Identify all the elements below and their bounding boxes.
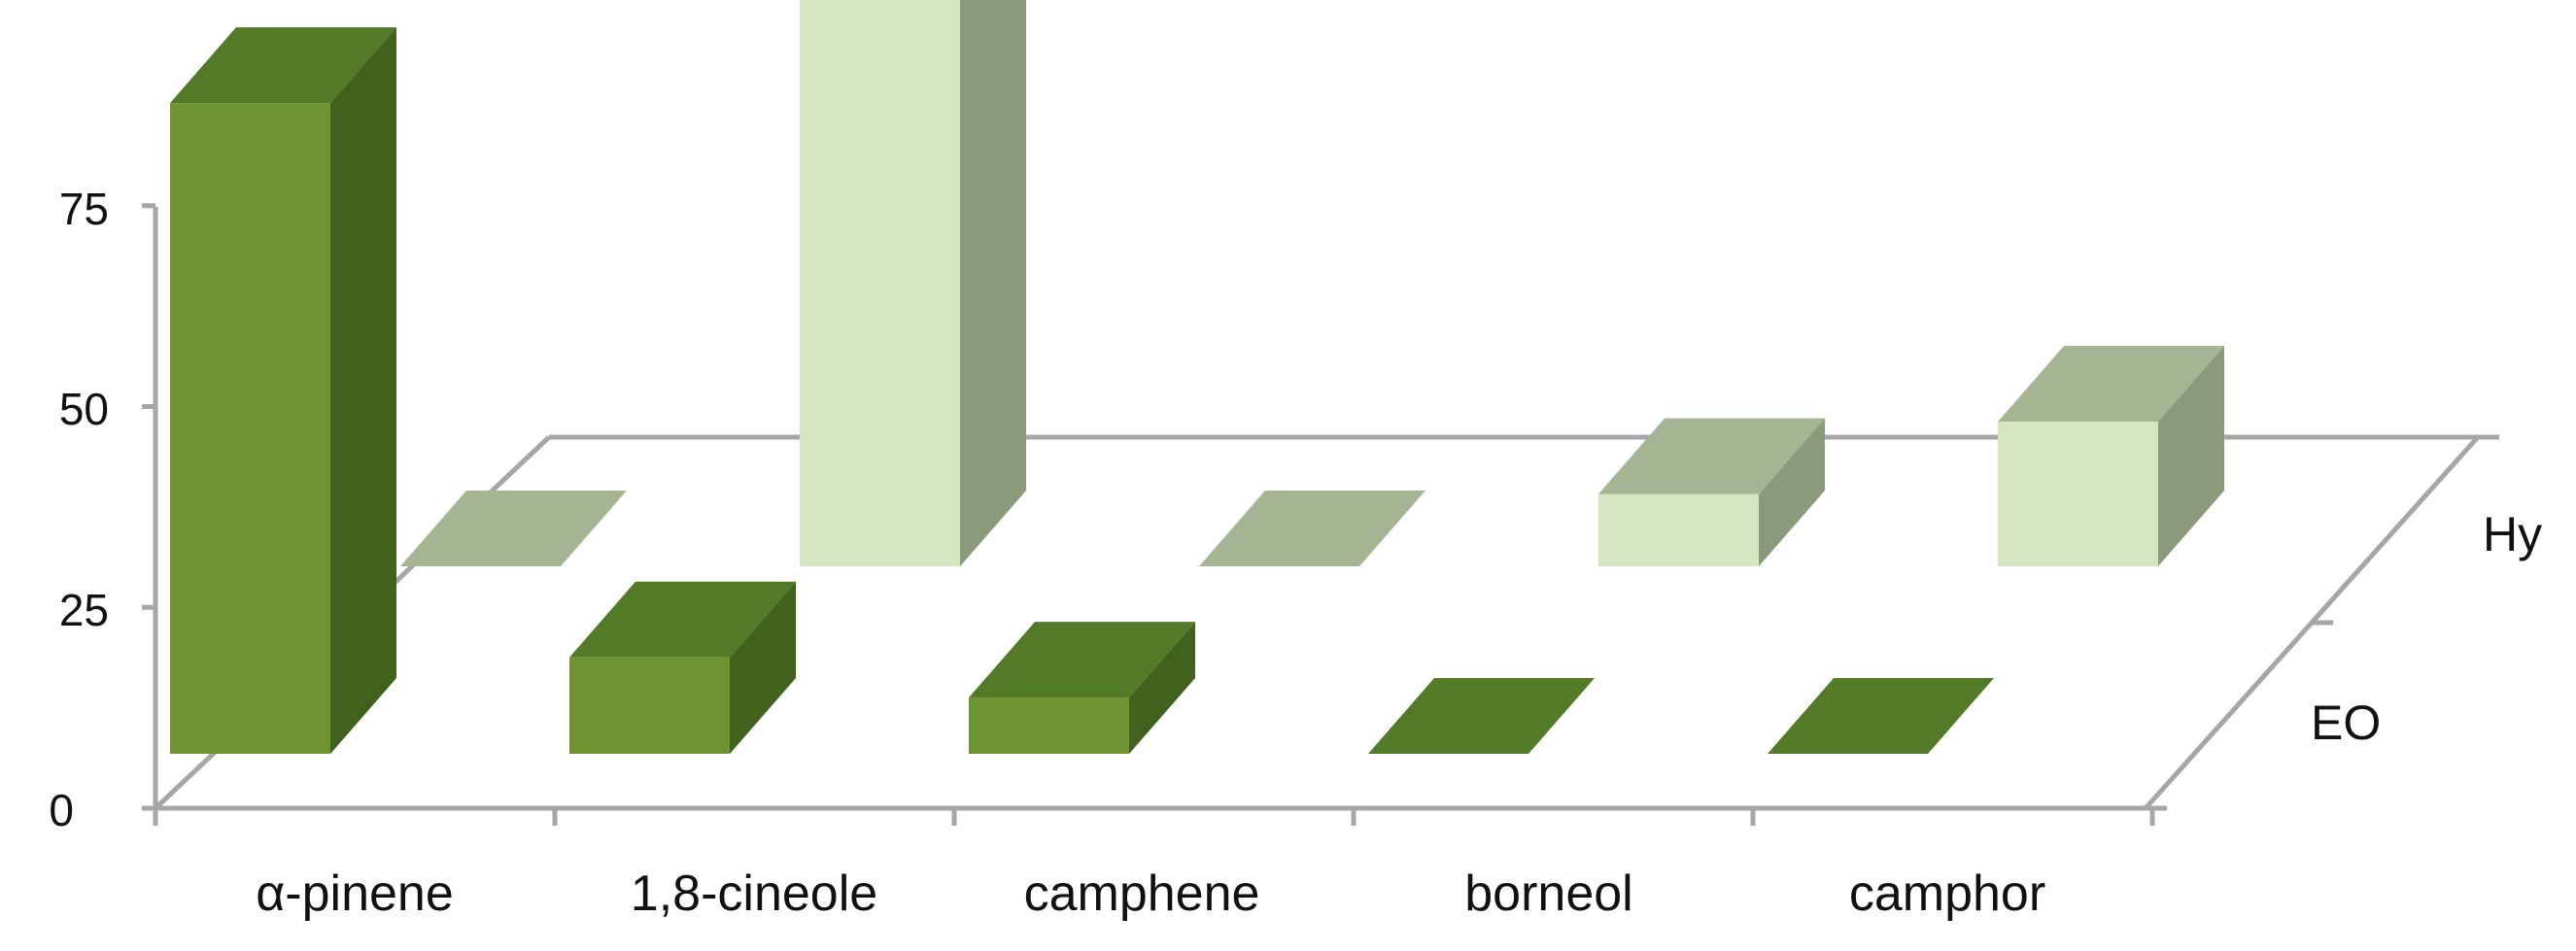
y-tick-label-0: 0 bbox=[49, 785, 74, 835]
category-label-borneol: borneol bbox=[1464, 866, 1632, 922]
bar-hy-borneol-front bbox=[1598, 493, 1759, 566]
bar-eo-a-pinene-front bbox=[170, 103, 330, 754]
bar-hy-1-8-cineole-side bbox=[960, 0, 1026, 566]
category-label-camphor: camphor bbox=[1849, 866, 2045, 922]
bar-hy-1-8-cineole bbox=[800, 0, 1026, 567]
bar-hy-1-8-cineole-front bbox=[800, 0, 960, 567]
y-tick-label-75: 75 bbox=[59, 184, 109, 234]
bar-eo-1-8-cineole-top bbox=[569, 581, 796, 658]
bar-hy-camphor-side bbox=[2158, 346, 2224, 566]
bar-hy-a-pinene bbox=[400, 491, 627, 566]
category-label-1-8-cineole: 1,8-cineole bbox=[631, 866, 877, 922]
bar-hy-borneol-side bbox=[1759, 418, 1825, 566]
bar-eo-borneol bbox=[1368, 678, 1595, 754]
bar-eo-camphene-front bbox=[969, 697, 1129, 754]
bar-hy-camphene-top bbox=[1199, 491, 1425, 566]
bar-eo-borneol-top bbox=[1368, 678, 1595, 754]
bar-eo-1-8-cineole bbox=[569, 581, 796, 754]
bar-eo-1-8-cineole-front bbox=[569, 657, 730, 754]
bar-eo-camphor-top bbox=[1768, 678, 1994, 754]
y-tick-label-25: 25 bbox=[59, 585, 109, 635]
series-label-hy: Hy bbox=[2483, 507, 2542, 561]
x-axis-category-labels: α-pinene 1,8-cineole camphene borneol ca… bbox=[256, 866, 2045, 922]
bar-hy-borneol-top bbox=[1598, 418, 1825, 494]
bar-eo-a-pinene bbox=[170, 27, 396, 754]
depth-axis-series-labels: Hy EO bbox=[2311, 507, 2542, 750]
bar-eo-1-8-cineole-side bbox=[730, 581, 796, 754]
category-label-camphene: camphene bbox=[1024, 866, 1260, 922]
category-label-a-pinene: α-pinene bbox=[256, 866, 454, 922]
bar-eo-camphene-top bbox=[969, 622, 1195, 698]
bar-eo-a-pinene-top bbox=[170, 27, 396, 104]
bar-eo-camphene-side bbox=[1129, 622, 1195, 754]
bar-hy-a-pinene-top bbox=[400, 491, 627, 566]
bar-hy-camphor-front bbox=[1998, 422, 2158, 566]
bar-hy-camphor bbox=[1998, 346, 2224, 566]
bar-hy-camphor-top bbox=[1998, 346, 2224, 423]
bar-hy-camphene bbox=[1199, 491, 1425, 566]
y-axis-ticks: 0 25 50 75 bbox=[49, 184, 109, 835]
bar-eo-a-pinene-side bbox=[330, 27, 396, 754]
series-label-eo: EO bbox=[2311, 696, 2381, 750]
y-tick-label-50: 50 bbox=[59, 384, 109, 434]
bar-hy-borneol bbox=[1598, 418, 1825, 566]
bar-eo-camphene bbox=[969, 622, 1195, 754]
bar-eo-camphor bbox=[1768, 678, 1994, 754]
chart-bars bbox=[170, 0, 2224, 754]
